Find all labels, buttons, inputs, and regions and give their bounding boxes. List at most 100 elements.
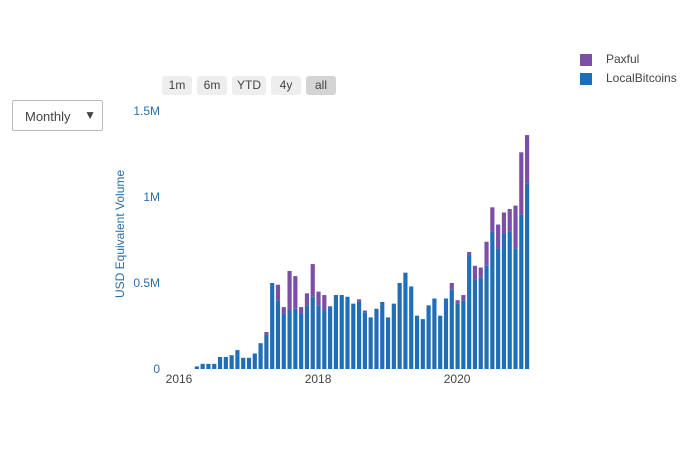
bar-paxful-2017-10 <box>287 270 292 311</box>
bar-paxful-2020-09 <box>490 207 495 232</box>
bar-paxful-2017-11 <box>293 276 298 309</box>
bar-localbitcoins-2020-06 <box>472 279 478 369</box>
bar-paxful-2021-01 <box>513 205 518 249</box>
chevron-down-icon: ▼ <box>84 108 96 122</box>
bar-localbitcoins-2016-11 <box>223 356 228 369</box>
y-axis-title: USD Equivalent Volume <box>113 170 127 298</box>
bar-localbitcoins-2018-09 <box>351 303 356 369</box>
bar-localbitcoins-2020-07 <box>478 277 483 369</box>
bar-paxful-2020-07 <box>478 267 483 278</box>
bar-localbitcoins-2016-09 <box>212 363 217 369</box>
bars-layer <box>194 135 530 369</box>
bar-localbitcoins-2020-08 <box>484 265 489 369</box>
bar-paxful-2017-09 <box>281 307 286 314</box>
y-tick-label: 0.5M <box>133 276 160 290</box>
legend-label-localbitcoins: LocalBitcoins <box>606 71 677 85</box>
bar-paxful-2018-10 <box>357 299 362 302</box>
range-button-ytd[interactable]: YTD <box>232 76 266 95</box>
bar-paxful-2020-04 <box>461 295 466 301</box>
x-axis: 2016 2018 2020 <box>166 372 471 386</box>
y-tick-label: 0 <box>153 362 160 376</box>
bar-localbitcoins-2018-10 <box>357 301 362 369</box>
bar-paxful-2020-12 <box>507 209 512 232</box>
bar-localbitcoins-2020-04 <box>461 300 466 369</box>
bar-paxful-2020-11 <box>501 212 507 234</box>
bar-paxful-2020-05 <box>467 252 472 256</box>
bar-localbitcoins-2016-06 <box>194 366 199 369</box>
legend-swatch-localbitcoins <box>580 73 592 85</box>
bar-localbitcoins-2017-08 <box>275 300 281 369</box>
bar-localbitcoins-2018-02 <box>310 296 315 369</box>
bar-paxful-2018-03 <box>316 291 321 306</box>
bar-localbitcoins-2018-08 <box>345 296 350 369</box>
y-tick-label: 1.5M <box>133 104 160 118</box>
bar-localbitcoins-2018-12 <box>368 317 373 369</box>
bar-localbitcoins-2017-02 <box>241 357 246 369</box>
bar-paxful-2020-10 <box>496 224 501 249</box>
bar-localbitcoins-2017-07 <box>270 283 275 369</box>
bar-localbitcoins-2021-01 <box>513 248 518 369</box>
bar-localbitcoins-2018-07 <box>339 295 344 369</box>
bar-paxful-2020-06 <box>472 265 478 280</box>
bar-localbitcoins-2019-09 <box>420 319 425 369</box>
bar-localbitcoins-2019-06 <box>403 272 408 369</box>
frequency-dropdown[interactable]: Monthly ▼ <box>12 100 103 131</box>
bar-localbitcoins-2020-01 <box>443 298 449 369</box>
bar-localbitcoins-2016-10 <box>217 356 223 369</box>
bar-localbitcoins-2017-04 <box>252 353 257 369</box>
bar-localbitcoins-2017-10 <box>287 310 292 369</box>
legend-label-paxful: Paxful <box>606 52 640 66</box>
bar-localbitcoins-2018-05 <box>328 307 333 369</box>
bar-localbitcoins-2018-03 <box>316 305 321 369</box>
range-button-all[interactable]: all <box>306 76 336 95</box>
bar-localbitcoins-2017-09 <box>281 313 286 369</box>
x-tick-label: 2018 <box>305 372 332 386</box>
bar-localbitcoins-2020-03 <box>455 303 460 369</box>
legend-swatch-paxful <box>580 54 592 66</box>
bar-localbitcoins-2016-08 <box>206 363 211 369</box>
bar-localbitcoins-2019-03 <box>385 317 391 369</box>
bar-localbitcoins-2019-11 <box>432 298 437 369</box>
bar-localbitcoins-2017-06 <box>264 334 269 369</box>
bar-paxful-2018-02 <box>310 264 315 297</box>
bar-paxful-2021-02 <box>519 152 524 215</box>
bar-localbitcoins-2019-07 <box>409 286 414 369</box>
bar-localbitcoins-2017-12 <box>299 313 304 369</box>
bar-localbitcoins-2020-05 <box>467 255 472 369</box>
bar-localbitcoins-2020-12 <box>507 231 512 369</box>
bar-paxful-2017-12 <box>299 307 304 314</box>
y-axis: 0 0.5M 1M 1.5M <box>133 104 160 376</box>
bar-localbitcoins-2017-05 <box>258 343 263 369</box>
bar-localbitcoins-2020-02 <box>449 289 454 369</box>
x-tick-label: 2020 <box>444 372 471 386</box>
bar-paxful-2021-03 <box>525 135 530 184</box>
y-tick-label: 1M <box>143 190 160 204</box>
bar-localbitcoins-2020-09 <box>490 231 495 369</box>
bar-localbitcoins-2017-03 <box>246 357 252 369</box>
bar-paxful-2018-05 <box>328 306 333 308</box>
bar-localbitcoins-2016-12 <box>229 355 234 369</box>
bar-localbitcoins-2018-06 <box>333 295 338 369</box>
bar-localbitcoins-2017-11 <box>293 308 298 369</box>
bar-localbitcoins-2021-02 <box>519 214 524 369</box>
bar-localbitcoins-2019-05 <box>397 283 402 369</box>
range-button-6m[interactable]: 6m <box>197 76 227 95</box>
bar-localbitcoins-2021-03 <box>525 183 530 369</box>
bar-paxful-2018-04 <box>322 295 327 311</box>
bar-localbitcoins-2017-01 <box>235 350 240 369</box>
x-tick-label: 2016 <box>166 372 193 386</box>
bar-localbitcoins-2020-11 <box>501 233 507 369</box>
bar-paxful-2018-01 <box>304 293 310 306</box>
bar-localbitcoins-2016-07 <box>200 363 205 369</box>
bar-paxful-2018-11 <box>362 310 367 313</box>
bar-localbitcoins-2019-02 <box>380 301 385 369</box>
bar-paxful-2020-08 <box>484 241 489 266</box>
bar-paxful-2017-06 <box>264 332 269 335</box>
bar-paxful-2017-08 <box>275 284 281 301</box>
range-button-1m[interactable]: 1m <box>162 76 192 95</box>
range-button-4y[interactable]: 4y <box>271 76 301 95</box>
bar-localbitcoins-2019-08 <box>414 315 420 369</box>
frequency-dropdown-value: Monthly <box>25 109 71 124</box>
bar-localbitcoins-2019-01 <box>374 308 379 369</box>
